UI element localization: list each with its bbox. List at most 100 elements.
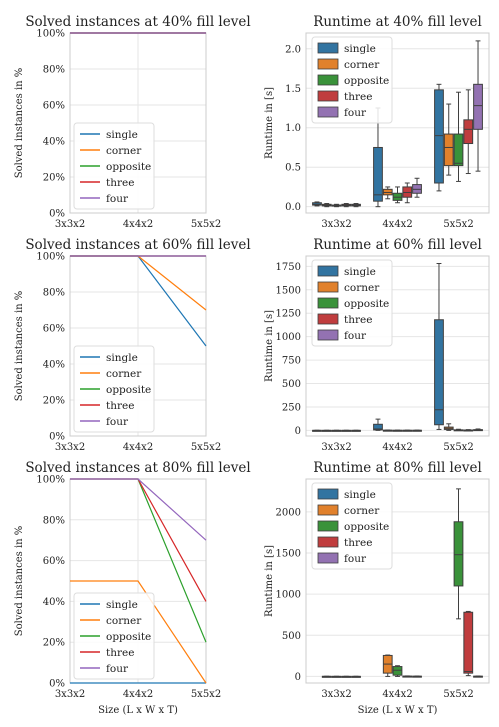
box-three-1 xyxy=(402,429,413,432)
y-tick-label: 1500 xyxy=(276,285,301,296)
x-tick-label: 5x5x2 xyxy=(191,442,221,453)
y-tick-label: 750 xyxy=(282,356,301,367)
legend: single corner opposite three four xyxy=(311,482,393,570)
box-four-2 xyxy=(473,675,483,678)
y-tick-label: 60% xyxy=(43,324,65,335)
legend-swatch-four xyxy=(317,552,339,564)
y-tick-label: 20% xyxy=(43,396,65,407)
box-single-2 xyxy=(434,263,444,430)
legend-label-four: four xyxy=(106,416,129,428)
y-tick-label: 100% xyxy=(36,29,65,40)
legend-label-three: three xyxy=(344,537,372,549)
box-four-2 xyxy=(473,428,483,432)
y-tick-label: 40% xyxy=(43,597,65,608)
box-three-2 xyxy=(463,610,474,677)
y-tick-label: 20% xyxy=(43,173,65,184)
box-opposite-0 xyxy=(331,203,342,208)
y-tick-label: 500 xyxy=(282,631,301,642)
chart-title: Runtime at 40% fill level xyxy=(313,14,482,30)
chart-title: Solved instances at 80% fill level xyxy=(25,460,250,476)
y-tick-label: 40% xyxy=(43,137,65,148)
legend-frame xyxy=(73,122,155,210)
legend-label-corner: corner xyxy=(106,615,142,627)
legend-label-opposite: opposite xyxy=(344,75,389,87)
x-axis-label: Size (L x W x T) xyxy=(358,705,438,716)
x-axis-label: Size (L x W x T) xyxy=(98,705,178,716)
legend: single corner opposite three four xyxy=(311,259,393,347)
series-line-four xyxy=(70,478,207,541)
y-tick-label: 0 xyxy=(295,672,301,683)
y-tick-label: 2.0 xyxy=(285,44,301,55)
legend-swatch-opposite xyxy=(317,74,339,86)
legend-label-corner: corner xyxy=(344,505,380,517)
box-opposite-0 xyxy=(331,675,342,678)
x-tick-label: 5x5x2 xyxy=(191,689,221,700)
y-tick-label: 60% xyxy=(43,101,65,112)
box-opposite-0 xyxy=(331,429,342,432)
legend-swatch-corner xyxy=(317,504,339,516)
x-tick-label: 3x3x2 xyxy=(321,442,351,453)
legend-label-single: single xyxy=(344,266,376,278)
legend-swatch-three xyxy=(317,313,339,325)
legend-frame xyxy=(311,36,393,124)
box-body xyxy=(443,133,454,167)
x-tick-label: 4x4x2 xyxy=(123,219,153,230)
chart-panel-1: Runtime at 40% fill level 0.0 0.5 1.0 1.5 2.0… xyxy=(264,14,490,230)
y-tick-label: 60% xyxy=(43,556,65,567)
legend-swatch-three xyxy=(317,536,339,548)
box-four-2 xyxy=(473,40,483,172)
box-four-1 xyxy=(412,675,422,678)
legend-label-single: single xyxy=(106,129,138,141)
box-single-2 xyxy=(434,83,444,192)
legend-label-single: single xyxy=(344,43,376,55)
plot-frame xyxy=(305,255,490,437)
box-body xyxy=(463,611,474,674)
y-tick-label: 80% xyxy=(43,515,65,526)
x-tick-label: 4x4x2 xyxy=(382,442,412,453)
y-tick-label: 1.5 xyxy=(285,84,301,95)
legend-label-four: four xyxy=(106,193,129,205)
box-three-0 xyxy=(341,429,352,432)
legend-label-corner: corner xyxy=(106,145,142,157)
box-corner-1 xyxy=(382,654,393,677)
box-corner-2 xyxy=(443,423,454,431)
legend-frame xyxy=(73,592,155,680)
box-four-0 xyxy=(351,429,361,432)
box-body xyxy=(392,666,403,676)
box-corner-1 xyxy=(382,186,393,200)
y-tick-label: 0.5 xyxy=(285,163,301,174)
series-line-corner xyxy=(70,580,207,684)
box-corner-1 xyxy=(382,429,393,432)
chart-title: Solved instances at 40% fill level xyxy=(25,14,250,30)
y-tick-label: 2000 xyxy=(276,507,301,518)
y-tick-label: 1.0 xyxy=(285,123,301,134)
x-tick-label: 5x5x2 xyxy=(443,442,473,453)
box-four-1 xyxy=(412,177,422,198)
legend: single corner opposite three four xyxy=(73,345,155,433)
x-tick-label: 3x3x2 xyxy=(321,219,351,230)
legend-swatch-single xyxy=(317,42,339,54)
chart-panel-3: Runtime at 60% fill level 0 250 500 750 1000 1… xyxy=(264,237,490,453)
y-tick-label: 80% xyxy=(43,288,65,299)
y-axis-label: Runtime in [s] xyxy=(264,87,275,159)
box-corner-0 xyxy=(321,429,332,432)
box-body xyxy=(473,83,483,130)
chart-panel-4: Solved instances at 80% fill level 0% 20% 4… xyxy=(14,460,251,716)
box-three-0 xyxy=(341,675,352,678)
y-axis-label: Runtime in [s] xyxy=(264,545,275,617)
y-tick-label: 1000 xyxy=(276,332,301,343)
x-tick-label: 5x5x2 xyxy=(443,219,473,230)
y-tick-label: 100% xyxy=(36,252,65,263)
box-body xyxy=(453,521,464,587)
x-tick-label: 5x5x2 xyxy=(443,689,473,700)
box-body xyxy=(434,319,444,426)
x-tick-label: 3x3x2 xyxy=(321,689,351,700)
y-tick-label: 250 xyxy=(282,402,301,413)
box-four-0 xyxy=(351,675,361,678)
legend-label-opposite: opposite xyxy=(344,298,389,310)
legend-swatch-opposite xyxy=(317,520,339,532)
box-three-2 xyxy=(463,89,474,175)
x-tick-label: 4x4x2 xyxy=(382,219,412,230)
box-body xyxy=(434,89,444,184)
